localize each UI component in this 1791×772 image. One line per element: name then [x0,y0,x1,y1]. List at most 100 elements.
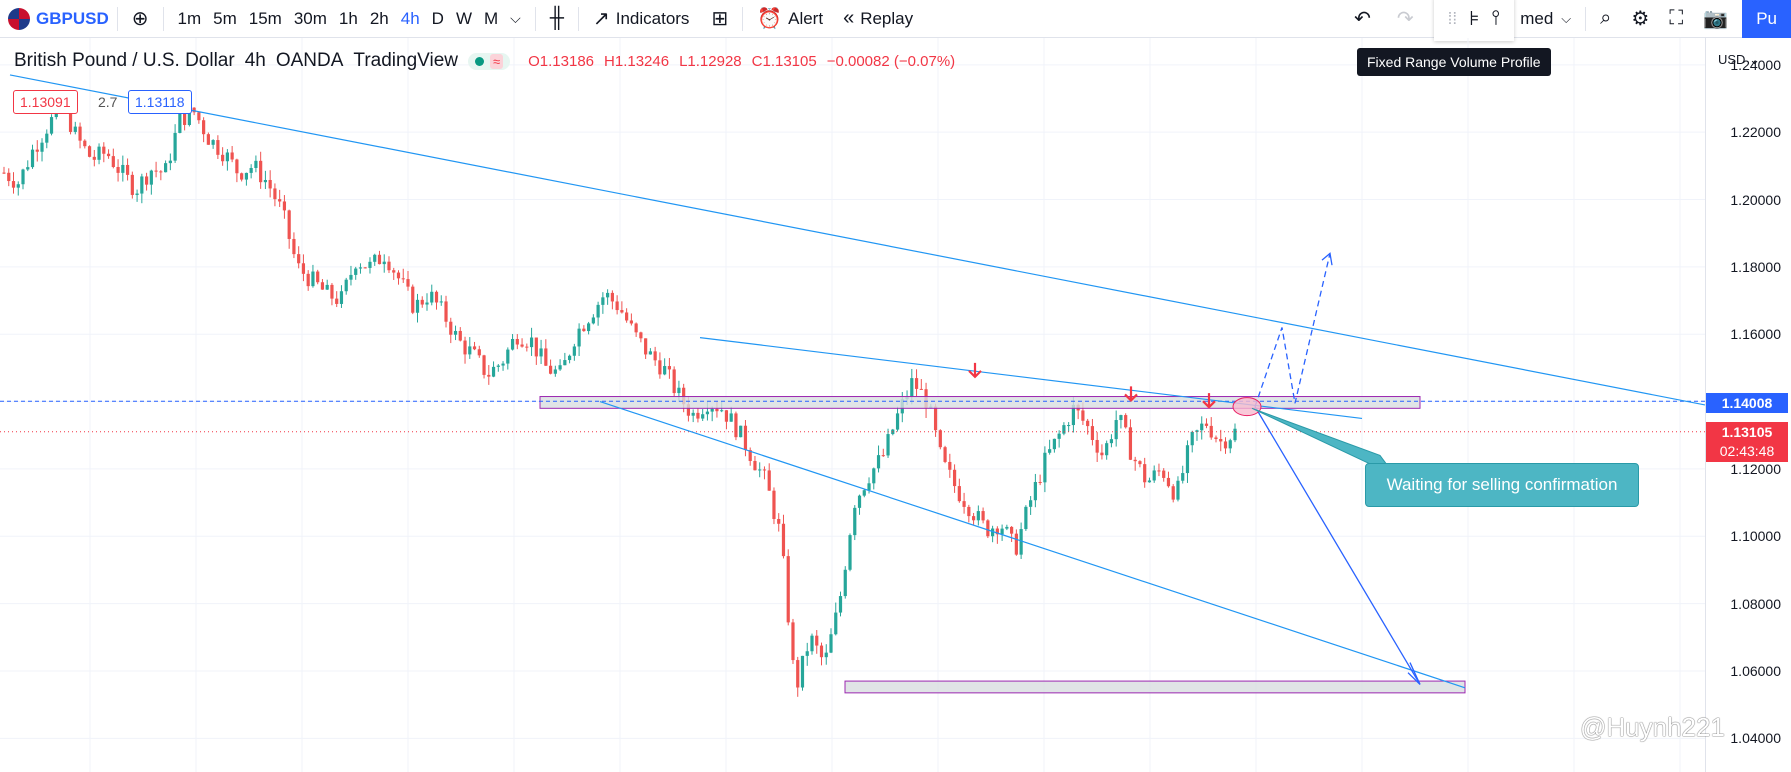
candle-body [273,188,277,200]
rejection-arrow-icon [968,362,982,379]
search-icon[interactable]: ⌕ [1600,7,1612,29]
fullscreen-icon[interactable]: ⛶ [1669,7,1684,29]
candle-body [477,349,481,356]
sell-price-button[interactable]: 1.13091 [13,90,78,114]
timeframe-1m[interactable]: 1m [177,8,202,28]
candle-body [301,263,306,274]
timeframe-30m[interactable]: 30m [293,8,327,28]
candle-body [202,120,206,135]
candle-body [240,173,244,180]
templates-grid-icon[interactable]: ⊞ [711,8,729,30]
candle-body [92,156,96,160]
candle-body [102,146,106,154]
candle-body [548,365,553,374]
market-status-badge[interactable]: ≈ [467,52,511,70]
candle-body [834,612,838,635]
timeframe-15m[interactable]: 15m [248,8,282,28]
candle-body [425,302,429,305]
candle-body [406,279,410,287]
candle-body [1181,473,1185,481]
candle-body [734,413,738,438]
candle-body [335,298,339,304]
candle-body [1147,480,1152,483]
candle-body [35,149,39,152]
candle-body [1166,477,1171,487]
candle-body [529,337,534,348]
candle-body [615,301,619,311]
candle-body [857,495,862,508]
volume-profile-icon[interactable]: ⊧ [1469,8,1480,30]
candle-body [1143,464,1147,483]
currency-selector[interactable]: USD ⌄ [1718,52,1760,68]
candle-body [1090,426,1095,440]
instrument-name: British Pound / U.S. Dollar [14,50,235,71]
indicators-icon: ↗ [592,8,610,30]
candles-chart-type-icon[interactable]: ╫ [549,7,564,29]
candle-body [625,312,629,321]
drag-handle-icon[interactable]: ⁞⁞ [1447,8,1458,28]
candle-body [886,434,890,456]
compare-add-icon[interactable]: ⊕ [131,8,149,30]
price-axis-tick: 1.10000 [1730,528,1781,545]
alert-button[interactable]: ⏰ Alert [751,0,829,38]
candle-body [382,261,386,265]
candle-body [316,271,320,283]
candle-body [320,282,325,290]
redo-icon[interactable]: ↷ [1396,8,1414,30]
candle-body [1128,427,1133,460]
candle-body [715,408,719,412]
candle-body [881,455,885,457]
currency-label: USD [1718,52,1746,67]
timeframe-4h[interactable]: 4h [400,8,420,28]
candle-body [287,210,291,239]
chevron-down-icon: ⌵ [1561,10,1572,26]
candle-body [601,297,605,305]
candle-body [620,310,624,313]
undo-icon[interactable]: ↶ [1354,8,1371,30]
annotation-callout[interactable]: Waiting for selling confirmation [1365,463,1639,507]
candle-body [292,238,296,255]
price-chart[interactable] [0,38,1705,772]
camera-icon[interactable]: 📷 [1703,8,1729,30]
candle-body [606,292,610,298]
candle-body [463,340,467,355]
pin-icon[interactable]: ⫯ [1491,7,1501,29]
candle-body [106,153,111,157]
indicators-button[interactable]: ↗ Indicators [587,0,695,38]
alert-label: Alert [788,8,824,28]
buy-price-button[interactable]: 1.13118 [128,90,192,114]
timeframe-2h[interactable]: 2h [369,8,389,28]
candle-body [16,184,20,188]
candle-body [26,167,30,170]
layout-button[interactable]: med ⌵ [1514,0,1577,38]
candle-body [73,126,77,132]
candle-body [235,159,239,174]
candle-body [1138,461,1142,465]
candle-body [862,490,866,496]
candle-body [339,291,344,304]
timeframe-W[interactable]: W [455,8,472,28]
candle-body [1010,526,1014,534]
candle-body [995,528,999,535]
candle-body [330,284,334,299]
candle-body [786,556,790,623]
symbol-search-button[interactable]: GBPUSD [0,0,109,38]
candle-body [21,169,25,185]
candle-body [1190,431,1194,446]
timeframe-chevron-down-icon[interactable]: ⌵ [510,10,521,26]
candle-body [1043,452,1047,483]
timeframe-1h[interactable]: 1h [338,8,358,28]
candle-body [392,270,396,273]
candle-body [933,406,938,431]
gear-icon[interactable]: ⚙ [1631,8,1650,30]
legend-broker: OANDA [275,50,344,71]
replay-button[interactable]: « Replay [837,0,919,38]
candle-body [501,363,505,366]
timeframe-D[interactable]: D [431,8,444,28]
timeframe-5m[interactable]: 5m [213,8,237,28]
publish-button[interactable]: Pu [1742,0,1791,38]
candle-body [853,507,857,536]
timeframe-M[interactable]: M [484,8,499,28]
candle-body [558,365,562,370]
price-axis-tick: 1.16000 [1730,326,1781,343]
